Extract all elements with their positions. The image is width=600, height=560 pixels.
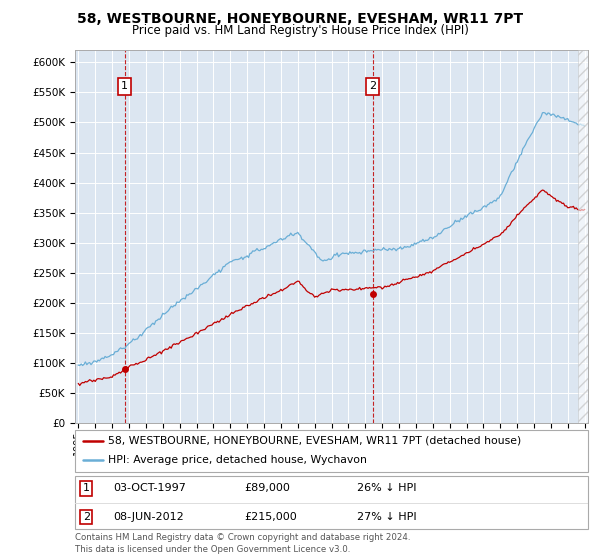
Text: 26% ↓ HPI: 26% ↓ HPI [357, 483, 416, 493]
FancyBboxPatch shape [75, 430, 588, 472]
Bar [578, 50, 595, 423]
Text: 58, WESTBOURNE, HONEYBOURNE, EVESHAM, WR11 7PT: 58, WESTBOURNE, HONEYBOURNE, EVESHAM, WR… [77, 12, 523, 26]
FancyBboxPatch shape [75, 476, 588, 529]
Text: 27% ↓ HPI: 27% ↓ HPI [357, 512, 417, 522]
Text: Price paid vs. HM Land Registry's House Price Index (HPI): Price paid vs. HM Land Registry's House … [131, 24, 469, 36]
Text: HPI: Average price, detached house, Wychavon: HPI: Average price, detached house, Wych… [109, 455, 367, 465]
Text: £89,000: £89,000 [244, 483, 290, 493]
Text: 1: 1 [121, 81, 128, 91]
Text: 03-OCT-1997: 03-OCT-1997 [113, 483, 187, 493]
Text: 2: 2 [83, 512, 90, 522]
Text: 2: 2 [369, 81, 376, 91]
Text: 58, WESTBOURNE, HONEYBOURNE, EVESHAM, WR11 7PT (detached house): 58, WESTBOURNE, HONEYBOURNE, EVESHAM, WR… [109, 436, 521, 446]
Text: £215,000: £215,000 [244, 512, 297, 522]
Text: 1: 1 [83, 483, 90, 493]
Text: 08-JUN-2012: 08-JUN-2012 [113, 512, 184, 522]
Text: Contains HM Land Registry data © Crown copyright and database right 2024.
This d: Contains HM Land Registry data © Crown c… [75, 533, 410, 554]
